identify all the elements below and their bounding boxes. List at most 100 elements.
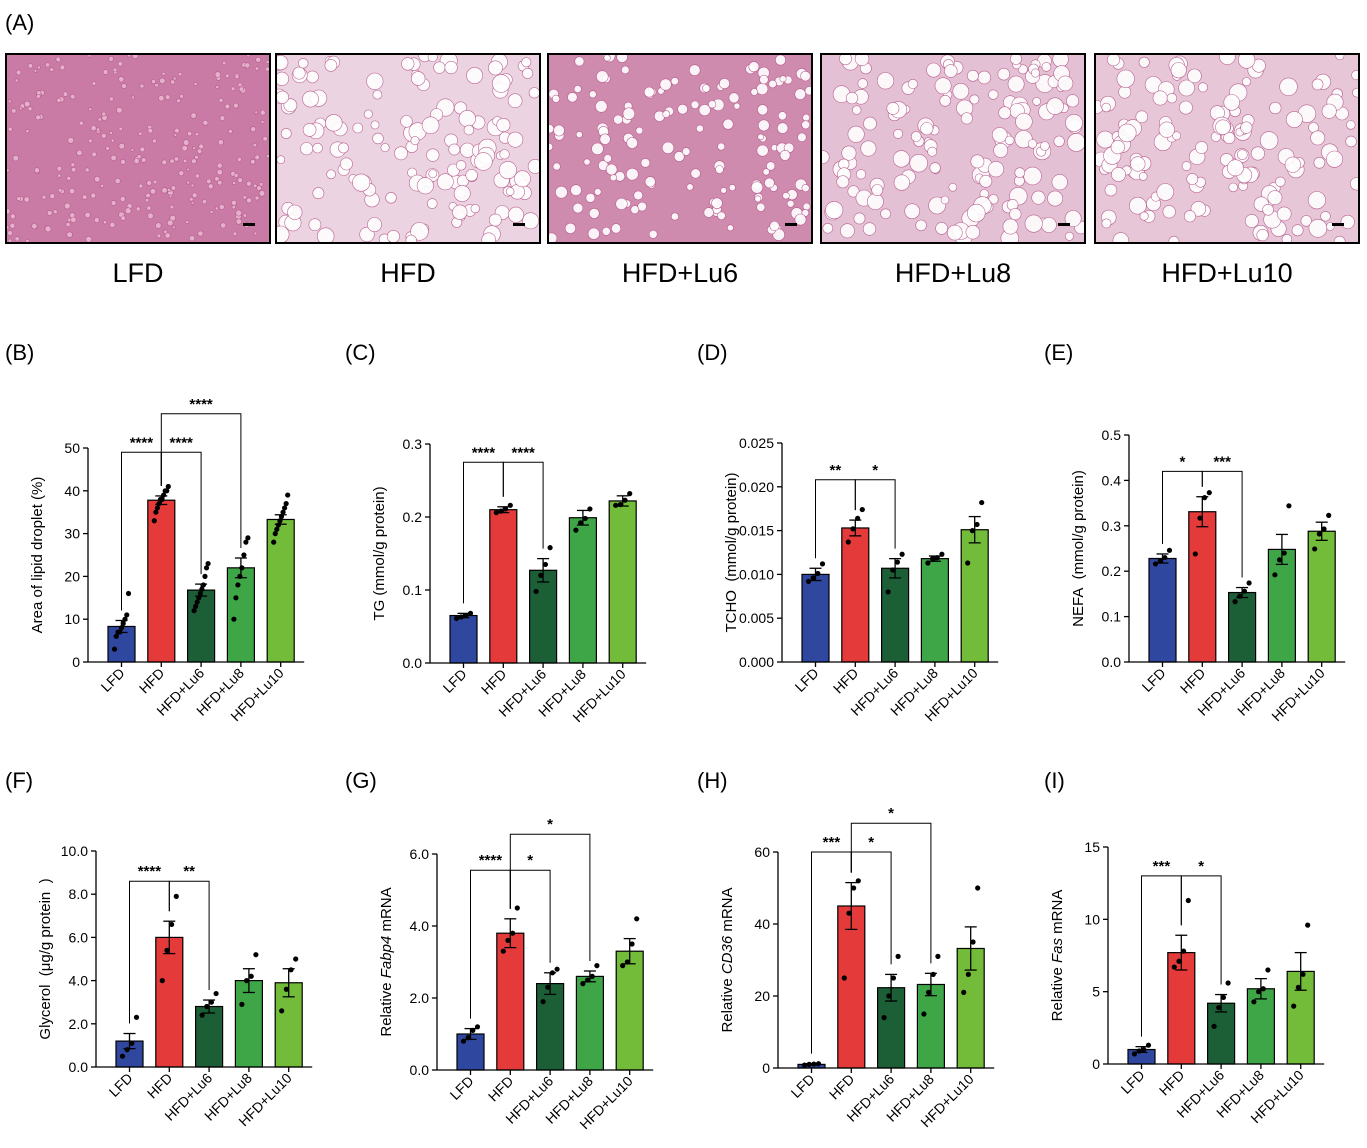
data-point <box>622 497 628 503</box>
bar-hfd-lu8 <box>226 567 255 663</box>
y-tick-label: 40 <box>64 483 80 499</box>
x-tick-label-lfd: LFD <box>1118 1067 1148 1097</box>
histology-image-hfd <box>275 53 541 244</box>
data-point <box>278 513 285 520</box>
data-point <box>1220 994 1227 1001</box>
bar-lfd <box>1148 557 1177 663</box>
x-tick-label-hfd: HFD <box>1177 665 1209 697</box>
data-point <box>975 885 981 891</box>
significance-label: * <box>1179 453 1185 470</box>
data-point <box>197 590 203 597</box>
data-point <box>587 506 593 512</box>
panel-a-label: (A) <box>5 10 35 35</box>
y-axis-title: Area of lipid droplet (%) <box>29 477 46 634</box>
data-point <box>156 501 162 507</box>
error-bar-hfd-lu6 <box>537 557 550 583</box>
data-point <box>841 975 847 981</box>
x-tick-label-hfd: HFD <box>830 665 862 697</box>
y-tick-label: 0.3 <box>403 436 423 452</box>
data-point <box>161 492 167 498</box>
data-point <box>1197 515 1203 521</box>
data-point <box>547 545 553 551</box>
data-point <box>934 555 940 561</box>
data-point <box>1145 1042 1152 1048</box>
significance-label: **** <box>479 852 503 869</box>
data-point <box>1216 1004 1222 1011</box>
data-point <box>281 505 288 511</box>
data-point <box>554 966 560 972</box>
bar-hfd-lu6 <box>536 983 565 1071</box>
data-point <box>890 567 896 573</box>
y-tick-label: 15 <box>1084 839 1100 855</box>
data-point <box>1260 986 1266 992</box>
data-point <box>573 527 579 533</box>
significance-label: **** <box>170 434 194 451</box>
axes <box>781 443 999 663</box>
data-point <box>1286 503 1292 509</box>
data-point <box>124 1047 130 1053</box>
y-tick-label: 4.0 <box>69 973 89 989</box>
bar-hfd-lu8 <box>1246 988 1275 1065</box>
y-tick-label: 40 <box>754 916 770 932</box>
data-point <box>243 978 250 984</box>
data-point <box>205 560 211 567</box>
data-point <box>231 616 237 622</box>
bar-hfd-lu10 <box>1307 530 1336 663</box>
data-point <box>1141 1046 1147 1053</box>
y-tick-label: 0.1 <box>1102 609 1122 625</box>
data-point <box>208 999 215 1005</box>
data-point <box>819 561 826 567</box>
data-point <box>237 573 243 579</box>
bar-hfd-lu8 <box>234 980 263 1068</box>
data-point <box>239 565 245 571</box>
axes <box>436 854 654 1071</box>
data-point <box>271 539 277 545</box>
data-point <box>801 1062 808 1068</box>
histology-image-hfd-lu10 <box>1094 53 1360 244</box>
panel-b-label: (B) <box>5 340 35 365</box>
data-point <box>979 499 985 506</box>
bar-hfd <box>841 527 870 663</box>
histology-image-lfd <box>5 53 271 244</box>
data-point <box>805 578 812 585</box>
data-point <box>594 963 600 969</box>
data-point <box>500 948 506 954</box>
data-point <box>510 930 516 936</box>
data-point <box>169 921 175 928</box>
bar-hfd-lu8 <box>920 558 949 663</box>
bar-hfd-lu6 <box>187 589 216 663</box>
data-point <box>1171 964 1177 970</box>
data-point <box>493 510 499 516</box>
data-point <box>164 947 170 953</box>
data-point <box>1272 572 1278 578</box>
significance-label: **** <box>138 863 162 880</box>
y-tick-label: 0.3 <box>1102 518 1122 534</box>
y-tick-label: 0.2 <box>1102 563 1122 579</box>
data-point <box>881 1015 887 1021</box>
y-tick-label: 10 <box>64 611 80 627</box>
data-point <box>293 956 299 962</box>
data-point <box>1232 599 1238 605</box>
data-point <box>202 573 208 579</box>
data-point <box>935 953 941 959</box>
bar-hfd-lu6 <box>1207 1002 1236 1065</box>
x-tick-label-hfd: HFD <box>136 665 168 697</box>
data-point <box>1192 551 1198 557</box>
data-point <box>921 1011 927 1017</box>
data-point <box>285 492 291 498</box>
significance-label: * <box>1198 858 1204 875</box>
data-point <box>505 937 511 943</box>
y-tick-label: 0 <box>1092 1056 1100 1072</box>
data-point <box>1312 546 1318 552</box>
data-point <box>961 989 967 995</box>
x-tick-label-lfd: LFD <box>98 665 128 695</box>
data-point <box>159 978 165 984</box>
y-tick-label: 10.0 <box>61 843 88 859</box>
significance-label: *** <box>1213 453 1231 470</box>
data-point <box>453 615 460 622</box>
bar-hfd-lu10 <box>266 518 295 663</box>
data-point <box>199 586 205 592</box>
x-tick-label-hfd: HFD <box>144 1070 176 1102</box>
